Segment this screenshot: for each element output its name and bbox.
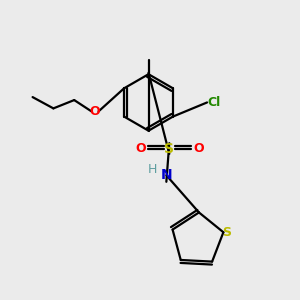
Text: O: O bbox=[90, 105, 100, 118]
Text: S: S bbox=[164, 142, 174, 155]
Text: N: N bbox=[160, 168, 172, 182]
Text: O: O bbox=[135, 142, 146, 155]
Text: Cl: Cl bbox=[207, 96, 220, 109]
Text: O: O bbox=[193, 142, 204, 155]
Text: H: H bbox=[147, 164, 157, 176]
Text: S: S bbox=[223, 226, 232, 239]
